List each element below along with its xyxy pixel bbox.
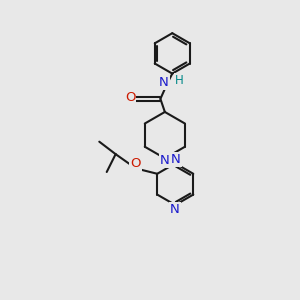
Text: H: H: [175, 74, 184, 87]
Text: O: O: [125, 91, 135, 104]
Text: N: N: [170, 202, 179, 216]
Text: N: N: [160, 154, 170, 167]
Text: N: N: [171, 153, 181, 166]
Text: N: N: [159, 76, 169, 89]
Text: O: O: [130, 157, 140, 170]
